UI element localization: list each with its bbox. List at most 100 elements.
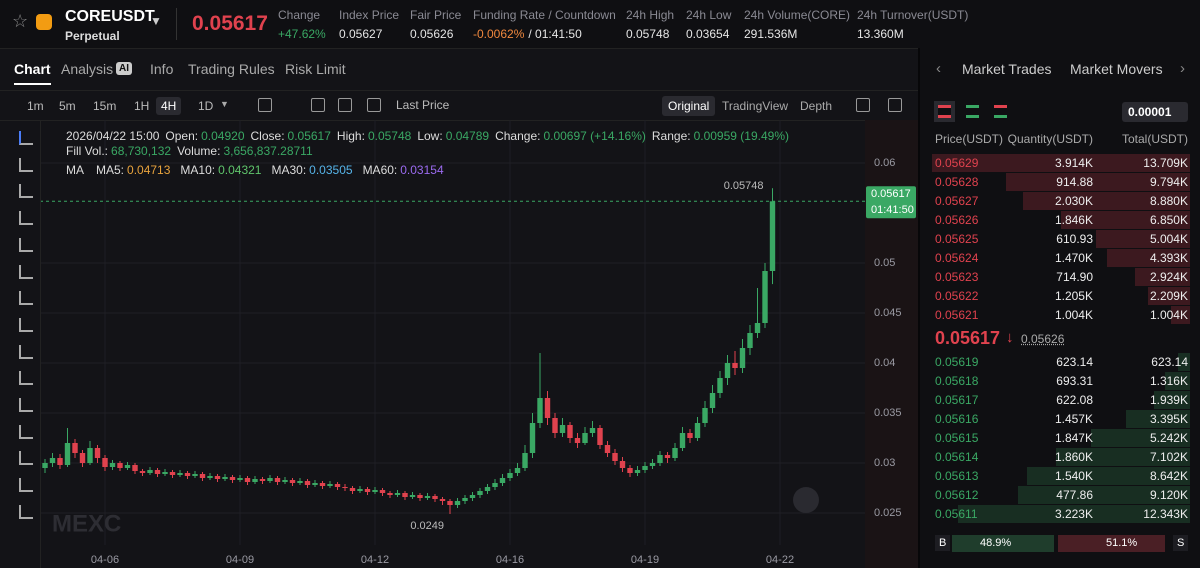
drawing-tool[interactable] [19,371,33,386]
candle-body [507,473,513,478]
stat-label: 24h Low [686,8,732,22]
depth-bar [957,505,1190,523]
tool-icon[interactable] [856,98,870,112]
drawing-tool[interactable] [19,504,33,519]
forward-arrow[interactable]: › [1180,60,1185,77]
info-item: Volume: 3,656,837.28711 [177,144,313,158]
depth-bar [1091,429,1190,447]
interval[interactable]: 15m [93,99,117,113]
book-price[interactable]: 0.05626 [935,213,979,227]
ratio-buy-label: 48.9% [980,537,1012,549]
book-price[interactable]: 0.05616 [935,412,979,426]
drawing-tool[interactable] [19,237,33,252]
candle-body [394,493,401,495]
candle-body [634,470,641,473]
candle-body [342,487,348,488]
info-row: MA MA5: 0.04713 MA10: 0.04321 MA30: 0.03505 MA6… [66,163,448,177]
tab[interactable]: Chart [14,61,51,85]
drawing-tool[interactable] [19,424,33,439]
toolbar-divider [0,120,918,121]
y-tick-label: 0.05 [874,257,895,269]
candle-body [762,271,768,323]
price-type[interactable]: Last Price [396,98,450,112]
book-price[interactable]: 0.05614 [935,450,979,464]
book-price[interactable]: 0.05617 [935,393,979,407]
info-item: Close: 0.05617 [251,129,331,143]
book-view-icon[interactable] [966,105,979,118]
stat-value-row: -0.0062%/ 01:41:50 [473,27,582,41]
candle-body [267,478,273,481]
symbol-caret[interactable]: ▼ [150,14,162,28]
tab[interactable]: Trading Rules [188,61,275,77]
book-price[interactable]: 0.05621 [935,308,979,322]
candle-body [477,491,483,495]
ratio-sell-bar [1058,535,1165,552]
orderbook-tab[interactable]: Market Trades [962,61,1052,77]
view-tab[interactable]: Original [662,96,716,116]
tab[interactable]: Analysis [61,61,114,77]
tab[interactable]: Risk Limit [285,61,346,77]
book-price[interactable]: 0.05611 [935,507,978,521]
tool-icon[interactable] [367,98,381,112]
drawing-tool[interactable] [19,398,33,412]
candle-body [102,458,108,467]
mid-price: 0.05617 [935,328,1001,348]
drawing-tool[interactable] [19,291,33,306]
stat-label: 24h Turnover(USDT) [857,8,969,22]
drawing-tool[interactable] [19,211,33,226]
orderbook-tab[interactable]: Market Movers [1070,61,1163,77]
book-price[interactable]: 0.05622 [935,289,979,303]
drawing-tool[interactable] [19,344,33,359]
interval[interactable]: 4H [156,97,182,115]
tab-divider [0,90,918,91]
book-price[interactable]: 0.05627 [935,194,979,208]
interval[interactable]: 1D [198,99,214,113]
interval[interactable]: 1H [134,99,150,113]
book-price[interactable]: 0.05613 [935,469,979,483]
back-arrow[interactable]: ‹ [936,60,941,77]
tab[interactable]: Info [150,61,174,77]
book-quantity: 714.90 [1056,270,1093,284]
book-price[interactable]: 0.05628 [935,175,979,189]
candle-body [747,333,753,348]
tool-icon[interactable] [258,98,272,112]
book-price[interactable]: 0.05618 [935,374,979,388]
last-price: 0.05617 [192,12,268,35]
drawing-tool[interactable] [19,184,33,199]
precision-select[interactable]: 0.00001 [1122,102,1188,122]
book-price[interactable]: 0.05612 [935,488,979,502]
info-item: Open: 0.04920 [165,129,244,143]
tool-icon[interactable] [338,98,352,112]
drawing-tool[interactable] [19,264,33,279]
depth-bar [1153,391,1190,409]
candle-body [417,495,423,498]
book-price[interactable]: 0.05624 [935,251,979,265]
view-tab[interactable]: TradingView [722,99,789,113]
symbol[interactable]: COREUSDT [65,8,155,25]
drawing-tool[interactable] [19,478,33,493]
tool-icon[interactable] [888,98,902,112]
drawing-tool[interactable] [19,157,33,172]
book-price[interactable]: 0.05625 [935,232,979,246]
drawing-tool[interactable] [19,317,33,332]
stat-label: 24h High [626,8,675,22]
candle-body [597,428,603,445]
book-price[interactable]: 0.05623 [935,270,979,284]
interval-caret[interactable]: ▼ [220,99,229,109]
column-header: Quantity(USDT) [1007,132,1093,146]
book-price[interactable]: 0.05615 [935,431,979,445]
book-price[interactable]: 0.05619 [935,355,979,369]
drawing-tool[interactable] [19,131,33,145]
book-view-icon[interactable] [994,105,1007,118]
drawing-tool[interactable] [19,451,33,466]
interval[interactable]: 5m [59,99,76,113]
view-tab[interactable]: Depth [800,99,833,113]
tool-icon[interactable] [311,98,325,112]
book-view-icon[interactable] [934,101,955,122]
interval[interactable]: 1m [27,99,44,113]
candle-body [162,472,168,474]
book-price[interactable]: 0.05629 [935,156,979,170]
stat-value: 291.536M [744,27,798,41]
favorite-star[interactable]: ☆ [12,11,29,31]
